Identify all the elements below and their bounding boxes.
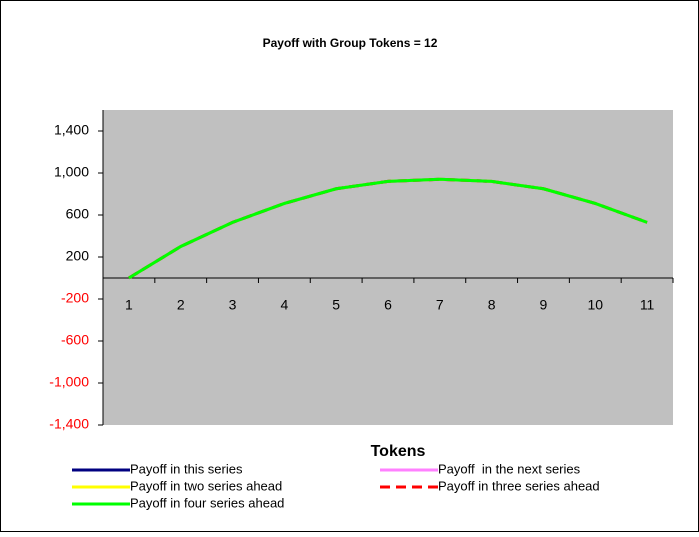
x-axis-title: Tokens	[371, 443, 426, 460]
y-tick-label: 1,400	[54, 122, 89, 138]
x-tick-label: 6	[384, 297, 392, 313]
x-tick-label: 4	[280, 297, 288, 313]
legend-label: Payoff in two series ahead	[130, 478, 282, 493]
y-tick-label: -1,000	[49, 374, 89, 390]
x-tick-label: 5	[332, 297, 340, 313]
y-tick-label: 1,000	[54, 164, 89, 180]
series-line	[128, 177, 648, 280]
legend-label: Payoff in this series	[130, 461, 243, 476]
x-tick-label: 11	[640, 297, 655, 313]
x-tick-label: 3	[229, 297, 237, 313]
chart-title: Payoff with Group Tokens = 12	[263, 36, 438, 50]
y-tick-label: -200	[61, 290, 89, 306]
x-tick-label: 7	[436, 297, 444, 313]
x-tick-label: 10	[587, 297, 603, 313]
x-tick-label: 2	[177, 297, 185, 313]
legend-label: Payoff in four series ahead	[130, 495, 284, 510]
x-tick-label: 9	[540, 297, 548, 313]
y-tick-label: -1,400	[49, 416, 89, 432]
x-tick-label: 1	[125, 297, 133, 313]
x-tick-label: 8	[488, 297, 496, 313]
y-tick-label: 600	[66, 206, 90, 222]
plot-area	[103, 110, 673, 425]
y-tick-label: 200	[66, 248, 90, 264]
legend-label: Payoff in the next series	[438, 461, 581, 476]
y-tick-label: -600	[61, 332, 89, 348]
legend-label: Payoff in three series ahead	[438, 478, 600, 493]
